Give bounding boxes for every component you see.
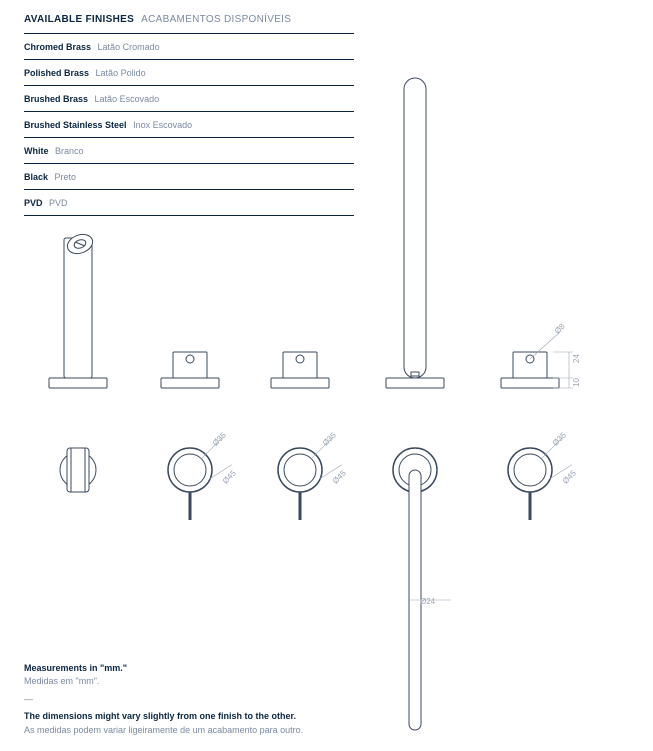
finish-en: Polished Brass xyxy=(24,68,89,78)
dim-h24: 24 xyxy=(572,354,581,363)
finish-en: White xyxy=(24,146,49,156)
finish-row: Brushed Brass Latão Escovado xyxy=(24,86,354,112)
finish-en: Brushed Stainless Steel xyxy=(24,120,127,130)
finish-en: Brushed Brass xyxy=(24,94,88,104)
dimnote-pt: As medidas podem variar ligeiramente de … xyxy=(24,724,303,738)
finish-row: White Branco xyxy=(24,138,354,164)
finish-row: Chromed Brass Latão Cromado xyxy=(24,34,354,60)
measurements-pt: Medidas em "mm". xyxy=(24,675,303,689)
dim-d35: Ø35 xyxy=(551,431,568,448)
dim-d35: Ø35 xyxy=(211,431,228,448)
finish-pt: PVD xyxy=(49,198,68,208)
header-en: AVAILABLE FINISHES xyxy=(24,14,134,25)
finish-pt: Inox Escovado xyxy=(133,120,192,130)
finish-row: Black Preto xyxy=(24,164,354,190)
section-header: AVAILABLE FINISHES ACABAMENTOS DISPONÍVE… xyxy=(0,0,653,33)
dim-d45: Ø45 xyxy=(331,469,348,486)
finish-pt: Branco xyxy=(55,146,84,156)
finish-en: PVD xyxy=(24,198,43,208)
finish-row: Polished Brass Latão Polido xyxy=(24,60,354,86)
finish-pt: Latão Escovado xyxy=(95,94,160,104)
footer-notes: Measurements in "mm." Medidas em "mm". —… xyxy=(24,662,303,738)
finish-pt: Latão Cromado xyxy=(98,42,160,52)
finishes-list: Chromed Brass Latão Cromado Polished Bra… xyxy=(24,33,354,216)
finish-pt: Preto xyxy=(55,172,77,182)
finish-en: Black xyxy=(24,172,48,182)
dimnote-en: The dimensions might vary slightly from … xyxy=(24,710,303,724)
finish-pt: Latão Polido xyxy=(96,68,146,78)
finish-row: Brushed Stainless Steel Inox Escovado xyxy=(24,112,354,138)
header-pt: ACABAMENTOS DISPONÍVEIS xyxy=(141,14,291,25)
dim-d45: Ø45 xyxy=(561,469,578,486)
dim-d35: Ø35 xyxy=(321,431,338,448)
finish-row: PVD PVD xyxy=(24,190,354,216)
dim-d45: Ø45 xyxy=(221,469,238,486)
dim-d8: Ø8 xyxy=(553,322,567,336)
dim-d24: Ø24 xyxy=(420,597,435,606)
separator-dash: — xyxy=(24,693,303,707)
dim-h10: 10 xyxy=(572,378,581,387)
finish-en: Chromed Brass xyxy=(24,42,91,52)
measurements-en: Measurements in "mm." xyxy=(24,662,303,676)
